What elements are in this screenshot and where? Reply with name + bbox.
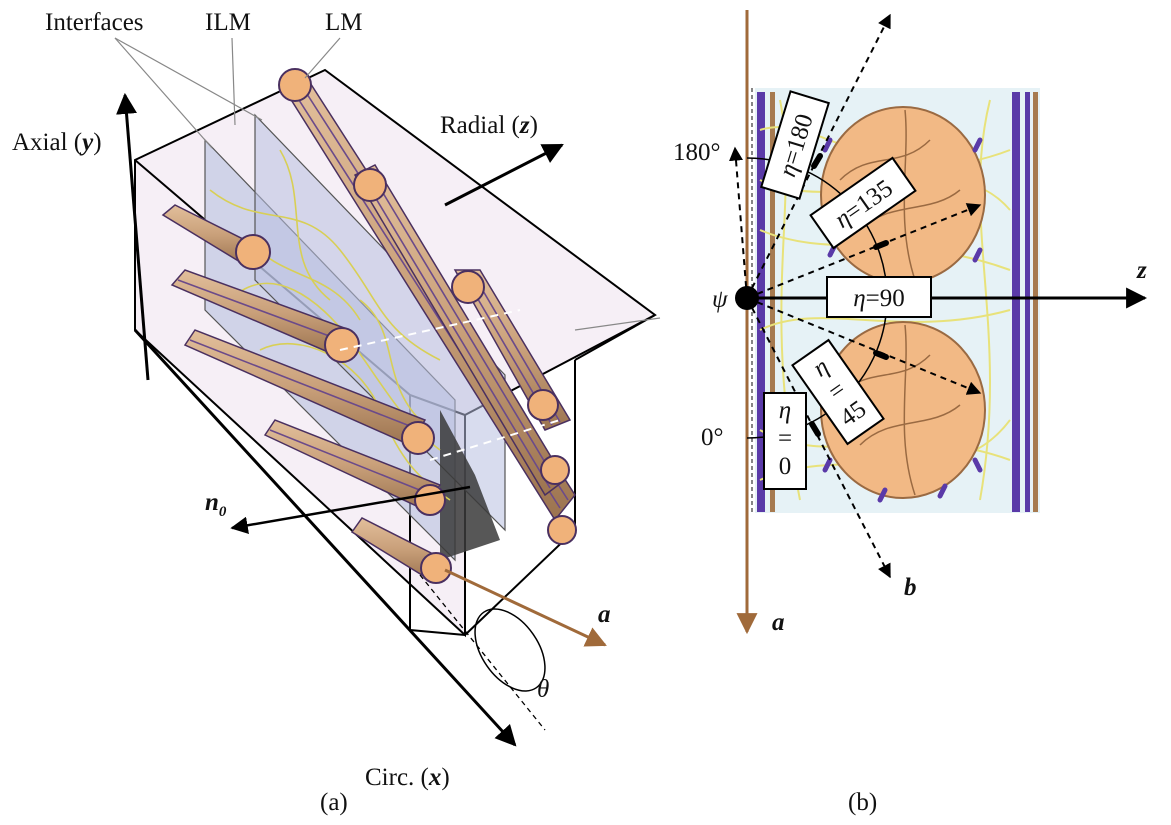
eta-label-180: η=180 bbox=[760, 90, 830, 200]
caption-b: (b) bbox=[848, 789, 877, 816]
label-0-deg: 0° bbox=[701, 424, 724, 451]
eta-label-135: η=135 bbox=[809, 156, 917, 250]
smooth-muscle-cell bbox=[820, 321, 986, 499]
label-leaders bbox=[114, 37, 661, 331]
fiber-rod bbox=[183, 329, 435, 455]
label-interfaces: Interfaces bbox=[45, 9, 144, 36]
eta-label-90: η=90 bbox=[826, 276, 932, 318]
eta-label-0: η = 0 bbox=[763, 392, 807, 490]
eta-label-45: η = 45 bbox=[791, 338, 885, 446]
label-ilm: ILM bbox=[205, 9, 251, 36]
fiber-rod bbox=[170, 269, 360, 363]
label-lm: LM bbox=[325, 9, 363, 36]
label-z: z bbox=[1136, 257, 1147, 284]
label-b: b bbox=[904, 574, 917, 601]
label-180-deg: 180° bbox=[673, 139, 721, 166]
label-n0: n0 bbox=[205, 489, 227, 520]
label-radial: Radial (z) bbox=[440, 112, 538, 139]
label-a-panel-b: a bbox=[772, 609, 785, 636]
svg-text:η=180: η=180 bbox=[774, 111, 819, 180]
svg-text:=: = bbox=[778, 425, 792, 452]
normal-arrow bbox=[230, 485, 471, 534]
interface-plane-dark bbox=[440, 410, 500, 560]
fiber-rod bbox=[527, 389, 577, 545]
fiber-rod bbox=[161, 204, 271, 270]
label-axial: Axial (y) bbox=[12, 129, 102, 156]
elastin-lamellae bbox=[757, 92, 1038, 512]
dashed-guides bbox=[339, 309, 561, 461]
svg-text:η: η bbox=[779, 397, 791, 424]
caption-a: (a) bbox=[320, 789, 348, 816]
box-edge bbox=[574, 314, 656, 361]
panel-b: η=180 η=135 η=90 η = 45 η = 0 180° 0° ψ … bbox=[673, 10, 1148, 816]
circ-axis bbox=[133, 328, 517, 747]
fiber-direction-arrow bbox=[444, 568, 607, 647]
svg-text:0: 0 bbox=[779, 453, 792, 480]
radial-axis bbox=[444, 143, 564, 207]
label-a-panel-a: a bbox=[598, 601, 611, 628]
elastin-fragments bbox=[822, 137, 983, 503]
label-theta: θ bbox=[537, 676, 549, 703]
projection-dashed bbox=[419, 574, 546, 731]
axial-axis bbox=[116, 92, 150, 381]
label-circ: Circ. (x) bbox=[365, 764, 450, 791]
psi-origin bbox=[735, 286, 759, 310]
fiber-rod bbox=[350, 517, 452, 584]
label-psi: ψ bbox=[712, 286, 728, 313]
svg-text:η=90: η=90 bbox=[853, 285, 905, 312]
theta-arc bbox=[474, 608, 546, 692]
panel-a: Interfaces ILM LM Axial (y) Radial (z) C… bbox=[12, 9, 661, 816]
